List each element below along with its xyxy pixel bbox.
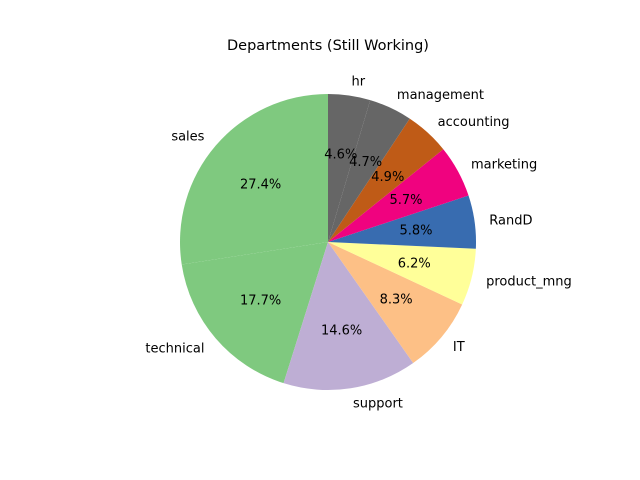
pie-label-accounting: accounting	[438, 115, 510, 130]
pie-percent-sales: 27.4%	[240, 178, 281, 193]
chart-title: Departments (Still Working)	[227, 38, 429, 54]
pie-percent-accounting: 4.9%	[371, 170, 404, 185]
pie-slice-randd	[328, 195, 477, 249]
pie-slice-management	[328, 100, 410, 243]
pie-percent-management: 4.7%	[349, 155, 382, 170]
pie-percent-product-mng: 6.2%	[398, 257, 431, 272]
pie-label-product-mng: product_mng	[486, 274, 572, 289]
pie-slices	[180, 94, 477, 391]
pie-slice-accounting	[328, 118, 444, 242]
pie-percent-marketing: 5.7%	[389, 193, 422, 208]
pie-slice-sales	[180, 94, 328, 265]
pie-label-support: support	[353, 396, 403, 411]
pie-percent-it: 8.3%	[380, 292, 413, 307]
pie-slice-it	[328, 242, 463, 364]
pie-percent-randd: 5.8%	[399, 223, 432, 238]
pie-label-sales: sales	[171, 129, 204, 144]
pie-slice-product-mng	[328, 242, 476, 305]
pie-slice-technical	[181, 242, 328, 384]
pie-label-hr: hr	[351, 74, 365, 89]
pie-label-it: IT	[453, 340, 465, 355]
pie-percent-support: 14.6%	[321, 323, 362, 338]
pie-label-technical: technical	[145, 342, 204, 357]
pie-label-marketing: marketing	[471, 158, 537, 173]
pie-label-management: management	[397, 88, 484, 103]
pie-slice-support	[283, 242, 414, 391]
pie-labels: sales 27.4% technical 17.7% support 14.6% IT 8.…	[145, 74, 571, 411]
pie-slice-marketing	[328, 149, 469, 242]
pie-percent-hr: 4.6%	[324, 148, 357, 163]
pie-slice-hr	[328, 94, 371, 242]
pie-percent-technical: 17.7%	[240, 293, 281, 308]
pie-label-randd: RandD	[489, 213, 532, 228]
